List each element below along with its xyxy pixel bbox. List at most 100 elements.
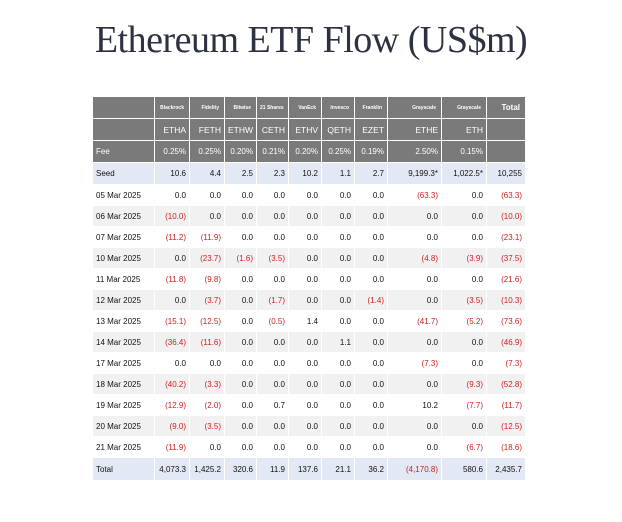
flow-cell: (11.6) bbox=[189, 331, 225, 353]
flow-cell: 0.0 bbox=[441, 352, 487, 374]
flow-cell: 0.0 bbox=[224, 415, 257, 437]
flow-cell: (63.3) bbox=[387, 184, 442, 206]
table-row: 18 Mar 2025 (40.2) (3.3) 0.0 0.0 0.0 0.0 0.0 0.0… bbox=[92, 373, 526, 395]
date-cell: 14 Mar 2025 bbox=[92, 331, 155, 353]
flow-cell: (9.3) bbox=[441, 373, 487, 395]
seed-cell: 2.7 bbox=[354, 162, 388, 185]
ticker-header-cell: ETH bbox=[441, 118, 487, 141]
table-row: 06 Mar 2025 (10.0) 0.0 0.0 0.0 0.0 0.0 0.0 0.0 0.… bbox=[92, 205, 526, 227]
flow-cell: 0.0 bbox=[288, 436, 322, 458]
flow-cell: 0.0 bbox=[354, 394, 388, 416]
flow-cell: 0.0 bbox=[354, 415, 388, 437]
header-corner bbox=[92, 118, 155, 141]
total-cell: 320.6 bbox=[224, 457, 257, 481]
flow-cell: (4.8) bbox=[387, 247, 442, 269]
flow-cell: (11.7) bbox=[486, 394, 526, 416]
total-cell: 36.2 bbox=[354, 457, 388, 481]
flow-cell: 0.7 bbox=[256, 394, 289, 416]
total-cell: 11.9 bbox=[256, 457, 289, 481]
ticker-header-row: ETHA FETH ETHW CETH ETHV QETH EZET ETHE ETH bbox=[92, 118, 526, 141]
flow-cell: 0.0 bbox=[354, 331, 388, 353]
flow-cell: (21.6) bbox=[486, 268, 526, 290]
flow-cell: 0.0 bbox=[354, 268, 388, 290]
table-row: 20 Mar 2025 (9.0) (3.5) 0.0 0.0 0.0 0.0 0.0 0.0 0… bbox=[92, 415, 526, 437]
header-corner bbox=[486, 118, 526, 141]
flow-cell: 0.0 bbox=[224, 394, 257, 416]
flow-cell: 0.0 bbox=[288, 247, 322, 269]
flow-cell: 10.2 bbox=[387, 394, 442, 416]
total-cell: 137.6 bbox=[288, 457, 322, 481]
flow-cell: 0.0 bbox=[224, 310, 257, 332]
issuer-header-cell: Fidelity bbox=[189, 96, 225, 119]
flow-cell: 0.0 bbox=[224, 373, 257, 395]
flow-cell: (9.0) bbox=[154, 415, 190, 437]
issuer-header-cell: Grayscale bbox=[441, 96, 487, 119]
total-cell: (4,170.8) bbox=[387, 457, 442, 481]
flow-cell: (11.8) bbox=[154, 268, 190, 290]
date-cell: 10 Mar 2025 bbox=[92, 247, 155, 269]
seed-label: Seed bbox=[92, 162, 155, 185]
flow-cell: 0.0 bbox=[441, 226, 487, 248]
fee-cell: 0.25% bbox=[321, 140, 355, 163]
flow-cell: 0.0 bbox=[288, 394, 322, 416]
ticker-header-cell: QETH bbox=[321, 118, 355, 141]
flow-cell: 0.0 bbox=[154, 184, 190, 206]
date-cell: 12 Mar 2025 bbox=[92, 289, 155, 311]
flow-cell: 0.0 bbox=[321, 247, 355, 269]
flow-cell: 0.0 bbox=[224, 436, 257, 458]
fee-label: Fee bbox=[92, 140, 155, 163]
table-row: 07 Mar 2025 (11.2) (11.9) 0.0 0.0 0.0 0.0 0.0 0.… bbox=[92, 226, 526, 248]
flow-cell: (18.6) bbox=[486, 436, 526, 458]
flow-cell: (5.2) bbox=[441, 310, 487, 332]
flow-cell: (73.6) bbox=[486, 310, 526, 332]
ticker-header-cell: ETHV bbox=[288, 118, 322, 141]
header-corner bbox=[486, 140, 526, 163]
flow-cell: 1.4 bbox=[288, 310, 322, 332]
flow-cell: 0.0 bbox=[288, 268, 322, 290]
flow-cell: 0.0 bbox=[441, 268, 487, 290]
flow-cell: 0.0 bbox=[288, 331, 322, 353]
table-row: 10 Mar 2025 0.0 (23.7) (1.6) (3.5) 0.0 0.0 0.0(… bbox=[92, 247, 526, 269]
flow-cell: 0.0 bbox=[321, 436, 355, 458]
flow-cell: (15.1) bbox=[154, 310, 190, 332]
total-header-cell: Total bbox=[486, 96, 526, 119]
seed-cell: 9,199.3* bbox=[387, 162, 442, 185]
table-row: 17 Mar 2025 0.0 0.0 0.0 0.0 0.0 0.0 0.0 (7.3) 0.0… bbox=[92, 352, 526, 374]
flow-cell: (11.9) bbox=[154, 436, 190, 458]
issuer-header-cell: Bitwise bbox=[224, 96, 257, 119]
date-cell: 13 Mar 2025 bbox=[92, 310, 155, 332]
flow-cell: 0.0 bbox=[441, 415, 487, 437]
fee-cell: 0.21% bbox=[256, 140, 289, 163]
total-cell: 21.1 bbox=[321, 457, 355, 481]
flow-cell: (12.5) bbox=[486, 415, 526, 437]
flow-cell: 0.0 bbox=[321, 415, 355, 437]
flow-cell: 0.0 bbox=[189, 205, 225, 227]
flow-cell: (9.8) bbox=[189, 268, 225, 290]
fee-cell: 0.15% bbox=[441, 140, 487, 163]
issuer-header-cell: Franklin bbox=[354, 96, 388, 119]
flow-cell: 0.0 bbox=[288, 184, 322, 206]
flow-cell: 0.0 bbox=[256, 268, 289, 290]
flow-cell: (63.3) bbox=[486, 184, 526, 206]
flow-cell: (52.8) bbox=[486, 373, 526, 395]
seed-cell: 10,255 bbox=[486, 162, 526, 185]
flow-cell: 0.0 bbox=[354, 352, 388, 374]
flow-cell: 0.0 bbox=[224, 226, 257, 248]
total-label: Total bbox=[92, 457, 155, 481]
ticker-header-cell: EZET bbox=[354, 118, 388, 141]
issuer-header-cell: Invesco bbox=[321, 96, 355, 119]
fee-cell: 2.50% bbox=[387, 140, 442, 163]
flow-cell: (11.2) bbox=[154, 226, 190, 248]
flow-cell: 0.0 bbox=[387, 331, 442, 353]
flow-cell: 0.0 bbox=[256, 352, 289, 374]
flow-cell: 0.0 bbox=[256, 331, 289, 353]
flow-cell: (10.3) bbox=[486, 289, 526, 311]
flow-cell: (3.3) bbox=[189, 373, 225, 395]
etf-flow-table: Blackrock Fidelity Bitwise 21 Shares VanEck I… bbox=[92, 96, 526, 481]
flow-cell: 0.0 bbox=[321, 205, 355, 227]
table-row: 05 Mar 2025 0.0 0.0 0.0 0.0 0.0 0.0 0.0 (63.3) 0.… bbox=[92, 184, 526, 206]
issuer-header-cell: Grayscale bbox=[387, 96, 442, 119]
flow-cell: (7.3) bbox=[486, 352, 526, 374]
seed-cell: 10.6 bbox=[154, 162, 190, 185]
flow-cell: 0.0 bbox=[321, 310, 355, 332]
